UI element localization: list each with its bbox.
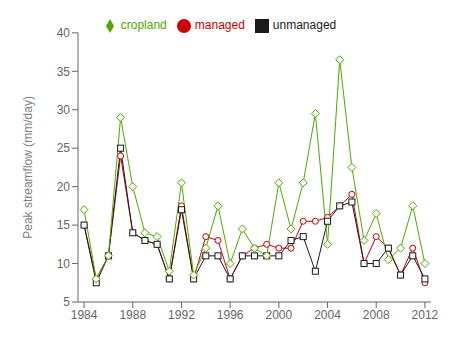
svg-text:2008: 2008 <box>363 308 390 322</box>
svg-text:1992: 1992 <box>168 308 195 322</box>
svg-text:Peak streamflow (mm/day): Peak streamflow (mm/day) <box>21 96 35 239</box>
svg-text:1988: 1988 <box>119 308 146 322</box>
svg-text:10: 10 <box>57 257 71 271</box>
svg-text:15: 15 <box>57 218 71 232</box>
svg-text:35: 35 <box>57 65 71 79</box>
html-text:cropland: cropland <box>120 18 167 32</box>
svg-text:2012: 2012 <box>412 308 439 322</box>
svg-text:2000: 2000 <box>265 308 292 322</box>
svg-text:25: 25 <box>57 141 71 155</box>
svg-text:2004: 2004 <box>314 308 341 322</box>
svg-text:20: 20 <box>57 180 71 194</box>
svg-text:1996: 1996 <box>217 308 244 322</box>
html-text:managed: managed <box>194 18 245 32</box>
svg-text:5: 5 <box>63 295 70 309</box>
svg-text:1984: 1984 <box>71 308 98 322</box>
svg-text:40: 40 <box>57 26 71 40</box>
html-text:unmanaged: unmanaged <box>272 18 337 32</box>
svg-text:30: 30 <box>57 103 71 117</box>
